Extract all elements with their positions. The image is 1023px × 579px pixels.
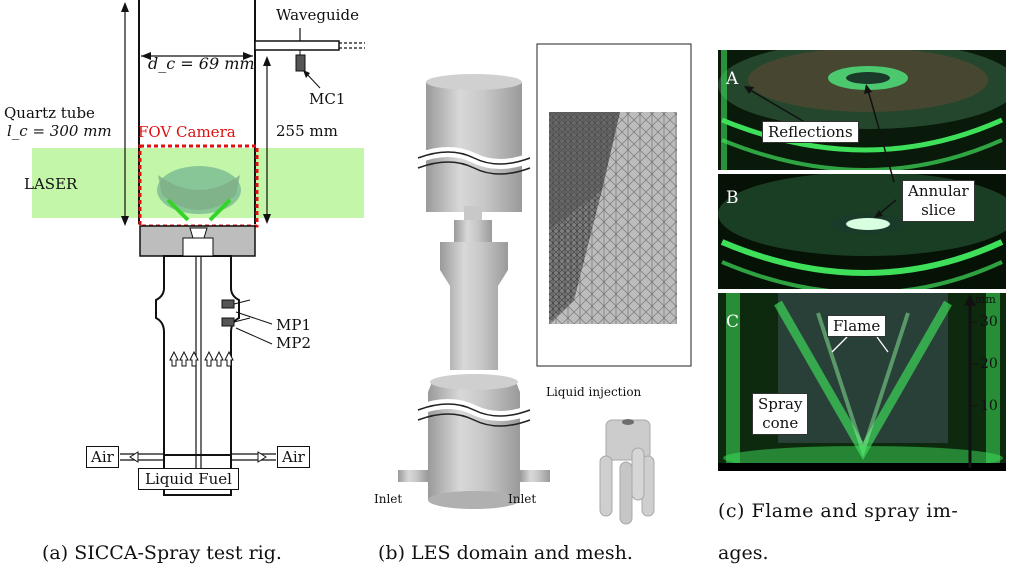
les-domain-render xyxy=(398,43,692,525)
mp1-sensor xyxy=(221,299,235,309)
plenum-body xyxy=(155,255,240,456)
panel-b: Liquid injection Inlet Inlet (b) LES dom… xyxy=(370,0,705,579)
annular-slice-line1: Annular xyxy=(908,182,969,200)
mc1-label: MC1 xyxy=(309,90,346,108)
caption-c-line1: (c) Flame and spray im- xyxy=(718,500,959,522)
flame-label: Flame xyxy=(827,315,887,337)
inlet-left-label: Inlet xyxy=(374,492,403,506)
mc1-sensor xyxy=(295,54,306,72)
air-left-label: Air xyxy=(86,446,119,468)
mp2-label: MP2 xyxy=(276,334,311,352)
injector-render xyxy=(599,419,655,525)
photo-a-tag: A xyxy=(726,69,739,89)
inlet-right-label: Inlet xyxy=(508,492,537,506)
flow-arrows xyxy=(169,350,234,367)
reflections-label: Reflections xyxy=(762,121,859,143)
liquid-injection-label: Liquid injection xyxy=(546,385,642,399)
photo-c-tag: C xyxy=(726,312,740,332)
spray-cone-line1: Spray xyxy=(758,395,803,413)
inlet-left-pipe xyxy=(398,470,428,482)
spray-cone-label: Spray cone xyxy=(752,393,809,435)
height-255-label: 255 mm xyxy=(276,122,338,140)
rig-schematic xyxy=(32,0,365,496)
annular-slice-label: Annular slice xyxy=(902,180,975,222)
scale-tick-30: 30 xyxy=(980,314,998,330)
lc-label: l_c = 300 mm xyxy=(7,122,112,140)
caption-b: (b) LES domain and mesh. xyxy=(378,542,633,564)
waveguide-label: Waveguide xyxy=(276,6,359,24)
laser-label: LASER xyxy=(24,175,78,193)
fov-camera-label: FOV Camera xyxy=(138,123,236,141)
inlet-right-pipe xyxy=(520,470,550,482)
photo-a xyxy=(718,50,1006,170)
waveguide-tube xyxy=(254,40,340,51)
photo-b-tag: B xyxy=(726,188,739,208)
panel-c: A B C Reflections Annular slice Flame Sp… xyxy=(712,0,1023,579)
scale-tick-20: 20 xyxy=(980,356,998,372)
scale-tick-10: 10 xyxy=(980,398,998,414)
liquid-fuel-label: Liquid Fuel xyxy=(138,468,239,490)
caption-a: (a) SICCA-Spray test rig. xyxy=(42,542,282,564)
scale-unit: mm xyxy=(975,293,996,306)
mp2-sensor xyxy=(221,317,235,327)
spray-cone-line2: cone xyxy=(762,414,799,432)
photo-c xyxy=(718,293,1006,471)
air-right-label: Air xyxy=(277,446,310,468)
mp1-label: MP1 xyxy=(276,316,311,334)
caption-c-line2: ages. xyxy=(718,542,769,564)
dc-label: d_c = 69 mm xyxy=(148,54,255,73)
quartz-tube-label: Quartz tube xyxy=(4,104,95,122)
annular-slice-line2: slice xyxy=(921,201,956,219)
panel-a: Waveguide d_c = 69 mm MC1 Quartz tube l_… xyxy=(0,0,370,579)
